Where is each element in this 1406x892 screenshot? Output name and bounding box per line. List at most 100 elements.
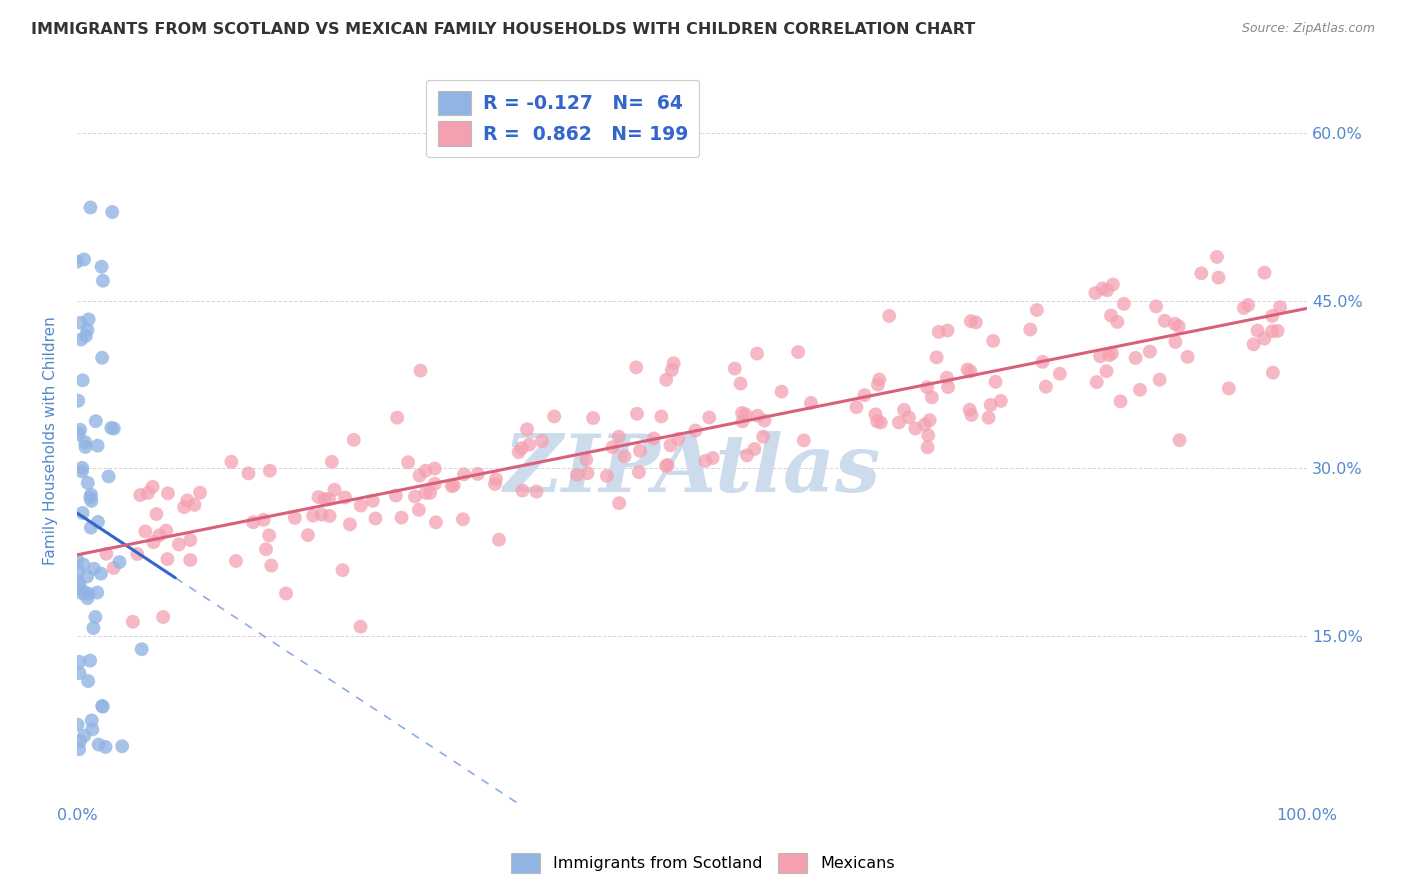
Point <box>221 455 243 469</box>
Point <box>423 461 446 475</box>
Point <box>79 654 101 668</box>
Point <box>101 205 124 219</box>
Point <box>868 372 890 386</box>
Text: ZIPAtlas: ZIPAtlas <box>503 431 880 508</box>
Point <box>1233 301 1256 315</box>
Point <box>142 480 165 494</box>
Point <box>72 506 94 520</box>
Point <box>747 409 769 423</box>
Point <box>921 390 943 404</box>
Point <box>148 528 170 542</box>
Point <box>179 533 201 547</box>
Point <box>84 610 107 624</box>
Point <box>662 356 685 370</box>
Point <box>66 553 89 567</box>
Point <box>731 406 754 420</box>
Point <box>1149 373 1171 387</box>
Point <box>396 455 419 469</box>
Point <box>72 558 94 572</box>
Point <box>866 377 889 392</box>
Point <box>845 400 868 414</box>
Point <box>155 524 177 538</box>
Point <box>183 498 205 512</box>
Point <box>607 496 630 510</box>
Point <box>225 554 247 568</box>
Point <box>66 254 89 268</box>
Point <box>176 493 198 508</box>
Point <box>484 477 506 491</box>
Point <box>866 414 889 428</box>
Point <box>853 388 876 402</box>
Point <box>984 375 1007 389</box>
Point <box>1088 349 1111 363</box>
Point <box>156 486 179 500</box>
Point <box>67 575 90 590</box>
Point <box>121 615 143 629</box>
Point <box>67 742 90 756</box>
Point <box>86 439 108 453</box>
Point <box>1268 300 1291 314</box>
Point <box>323 483 346 497</box>
Point <box>1112 297 1135 311</box>
Point <box>1035 379 1057 393</box>
Point <box>1261 309 1284 323</box>
Point <box>274 586 297 600</box>
Point <box>332 563 354 577</box>
Point <box>80 520 103 534</box>
Point <box>1101 346 1123 360</box>
Point <box>80 488 103 502</box>
Point <box>887 416 910 430</box>
Point <box>488 533 510 547</box>
Point <box>869 416 891 430</box>
Point <box>626 407 648 421</box>
Point <box>86 585 108 599</box>
Point <box>173 500 195 515</box>
Point <box>959 364 981 378</box>
Point <box>308 490 330 504</box>
Point <box>260 558 283 573</box>
Point <box>467 467 489 481</box>
Point <box>349 620 371 634</box>
Point <box>1177 350 1199 364</box>
Point <box>80 494 103 508</box>
Point <box>75 440 97 454</box>
Point <box>661 363 683 377</box>
Point <box>904 421 927 435</box>
Point <box>72 373 94 387</box>
Point <box>1125 351 1147 365</box>
Point <box>650 409 672 424</box>
Point <box>419 486 441 500</box>
Legend: R = -0.127   N=  64, R =  0.862   N= 199: R = -0.127 N= 64, R = 0.862 N= 199 <box>426 79 699 157</box>
Point <box>70 333 93 347</box>
Point <box>793 434 815 448</box>
Point <box>69 316 91 330</box>
Point <box>865 408 887 422</box>
Point <box>73 252 96 267</box>
Point <box>960 314 983 328</box>
Point <box>350 499 373 513</box>
Point <box>959 402 981 417</box>
Point <box>1206 250 1229 264</box>
Point <box>724 361 747 376</box>
Point <box>82 621 104 635</box>
Point <box>655 373 678 387</box>
Point <box>917 440 939 454</box>
Point <box>914 417 936 432</box>
Point <box>254 542 277 557</box>
Point <box>443 478 465 492</box>
Point <box>77 587 100 601</box>
Point <box>735 448 758 462</box>
Point <box>67 427 90 442</box>
Point <box>167 537 190 551</box>
Point <box>613 450 636 464</box>
Point <box>453 467 475 482</box>
Point <box>576 466 599 480</box>
Point <box>188 485 211 500</box>
Point <box>145 507 167 521</box>
Point <box>408 468 430 483</box>
Point <box>965 315 987 329</box>
Point <box>69 577 91 591</box>
Point <box>918 413 941 427</box>
Point <box>1237 298 1260 312</box>
Point <box>318 492 340 507</box>
